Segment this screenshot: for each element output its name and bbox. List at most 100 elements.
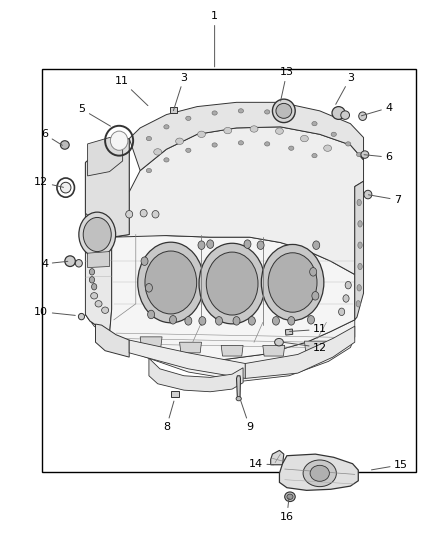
Ellipse shape (148, 310, 155, 319)
Text: 13: 13 (280, 67, 294, 101)
Ellipse shape (89, 269, 95, 275)
Ellipse shape (289, 114, 294, 118)
Ellipse shape (83, 217, 111, 252)
Ellipse shape (268, 253, 317, 312)
Ellipse shape (176, 138, 184, 144)
Ellipse shape (289, 146, 294, 150)
Polygon shape (263, 345, 285, 356)
Ellipse shape (199, 317, 206, 325)
Text: 16: 16 (280, 498, 294, 522)
Polygon shape (304, 341, 326, 352)
Ellipse shape (60, 141, 69, 149)
Text: 15: 15 (371, 460, 408, 470)
Polygon shape (88, 252, 110, 268)
Ellipse shape (141, 257, 148, 265)
Ellipse shape (285, 492, 295, 502)
Ellipse shape (307, 316, 314, 324)
Text: 4: 4 (361, 103, 392, 116)
Ellipse shape (65, 256, 75, 266)
Polygon shape (245, 326, 355, 378)
Ellipse shape (140, 209, 147, 217)
Ellipse shape (343, 295, 349, 302)
Ellipse shape (95, 301, 102, 307)
Ellipse shape (238, 141, 244, 145)
Polygon shape (112, 127, 364, 274)
Ellipse shape (310, 268, 317, 276)
Polygon shape (140, 337, 162, 348)
Ellipse shape (276, 103, 292, 118)
Ellipse shape (215, 317, 223, 325)
Bar (171, 391, 179, 397)
Ellipse shape (357, 199, 361, 206)
Ellipse shape (164, 158, 169, 162)
Text: 12: 12 (34, 177, 64, 187)
Polygon shape (85, 139, 129, 335)
Polygon shape (129, 102, 364, 171)
Ellipse shape (312, 292, 319, 300)
Ellipse shape (257, 241, 264, 249)
Text: 3: 3 (336, 72, 354, 104)
Bar (170, 107, 177, 113)
Ellipse shape (110, 131, 128, 150)
Polygon shape (88, 138, 123, 176)
Polygon shape (355, 181, 364, 320)
Ellipse shape (207, 240, 214, 248)
Ellipse shape (313, 241, 320, 249)
Polygon shape (85, 139, 129, 237)
Ellipse shape (145, 284, 152, 292)
Text: 7: 7 (368, 195, 401, 205)
Ellipse shape (236, 397, 241, 401)
Ellipse shape (126, 211, 133, 218)
Ellipse shape (272, 317, 279, 325)
Ellipse shape (356, 301, 360, 307)
Ellipse shape (60, 182, 71, 193)
Ellipse shape (288, 317, 295, 325)
Text: 3: 3 (173, 72, 187, 111)
Ellipse shape (152, 211, 159, 218)
Text: 9: 9 (240, 400, 253, 432)
Ellipse shape (224, 127, 232, 134)
Ellipse shape (341, 111, 350, 119)
Ellipse shape (75, 260, 82, 267)
Ellipse shape (275, 338, 283, 346)
Text: 8: 8 (163, 401, 174, 432)
Text: 1: 1 (211, 11, 218, 67)
Ellipse shape (358, 242, 362, 248)
Ellipse shape (303, 460, 336, 487)
Text: 11: 11 (115, 76, 148, 106)
Ellipse shape (186, 116, 191, 120)
Ellipse shape (276, 128, 283, 134)
Ellipse shape (332, 107, 345, 119)
Ellipse shape (265, 110, 270, 114)
Text: 6: 6 (364, 152, 392, 162)
Ellipse shape (324, 145, 332, 151)
Ellipse shape (233, 317, 240, 325)
Ellipse shape (146, 136, 152, 141)
Ellipse shape (339, 308, 345, 316)
Text: 10: 10 (34, 307, 75, 317)
Ellipse shape (145, 251, 197, 314)
Ellipse shape (357, 152, 362, 157)
Text: 12: 12 (284, 342, 327, 352)
Ellipse shape (359, 112, 367, 120)
Ellipse shape (78, 313, 85, 320)
Text: 4: 4 (41, 259, 68, 269)
Ellipse shape (164, 125, 169, 129)
Ellipse shape (310, 465, 329, 481)
Polygon shape (221, 345, 243, 356)
Text: 11: 11 (290, 325, 327, 334)
Ellipse shape (331, 132, 336, 136)
Ellipse shape (346, 142, 351, 146)
Ellipse shape (248, 317, 255, 325)
Polygon shape (279, 454, 358, 490)
Ellipse shape (138, 242, 204, 323)
Ellipse shape (358, 263, 362, 270)
Ellipse shape (199, 243, 265, 324)
Ellipse shape (146, 168, 152, 173)
Text: 6: 6 (41, 130, 62, 146)
Ellipse shape (186, 148, 191, 152)
Polygon shape (180, 342, 201, 353)
Ellipse shape (287, 494, 293, 499)
Ellipse shape (312, 122, 317, 126)
Ellipse shape (89, 277, 95, 283)
